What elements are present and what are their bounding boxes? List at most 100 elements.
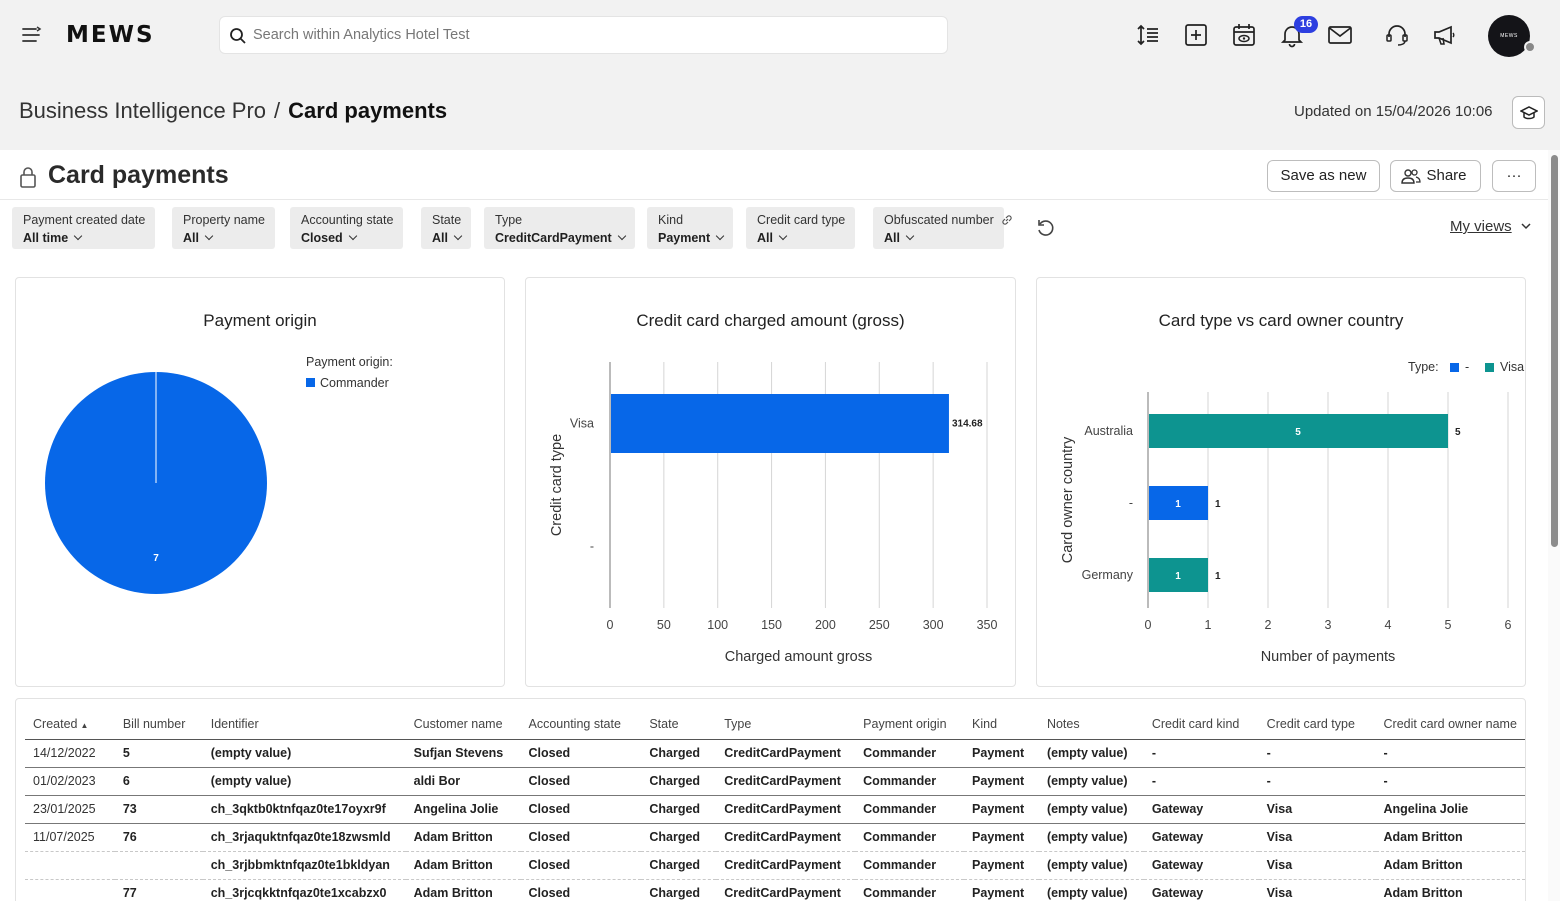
table-cell: Commander (855, 766, 965, 796)
column-header[interactable]: Created ▲ (25, 709, 115, 740)
table-cell: CreditCardPayment (716, 766, 856, 796)
table-cell: Commander (855, 739, 965, 768)
calendar-view-icon[interactable] (1231, 22, 1257, 48)
save-as-new-button[interactable]: Save as new (1267, 160, 1380, 192)
table-cell: 5 (114, 739, 203, 768)
table-cell: Closed (520, 766, 642, 796)
legend-swatch (1485, 363, 1494, 372)
filter-value: All (183, 229, 265, 247)
mail-icon[interactable] (1327, 22, 1353, 48)
more-options-button[interactable]: ··· (1492, 160, 1536, 192)
column-header[interactable]: Credit card type (1258, 709, 1376, 740)
column-header[interactable]: Payment origin (855, 709, 965, 740)
scrollbar-thumb[interactable] (1551, 155, 1558, 547)
filter-payment-created-date[interactable]: Payment created date All time (12, 207, 156, 249)
table-header-row: Created ▲ Bill number Identifier Customer na… (25, 709, 1525, 740)
report-title: Card payments (48, 161, 229, 189)
table-cell: 77 (114, 879, 203, 901)
bar-total-label: 1 (1215, 499, 1221, 510)
chart-title: Credit card charged amount (gross) (636, 311, 905, 330)
reset-filters-icon[interactable] (1036, 218, 1056, 238)
people-icon (1401, 169, 1421, 184)
top-bar: MEWS 16 MEWS (0, 0, 1560, 70)
bar-total-label: 1 (1215, 571, 1221, 582)
table-cell-created: 11/07/2025 (25, 822, 115, 852)
table-cell: (empty value) (1038, 822, 1144, 852)
add-square-icon[interactable] (1183, 22, 1209, 48)
bar-segment-label: 1 (1175, 499, 1181, 510)
filter-value: CreditCardPayment (495, 229, 625, 247)
table-cell-created: 01/02/2023 (25, 766, 115, 796)
my-views-dropdown[interactable]: My views (1450, 218, 1512, 235)
table-row[interactable]: 11/07/2025 76 ch_3rjaquktnfqaz0te18zwsmld A… (25, 822, 1525, 852)
column-header[interactable]: Identifier (202, 709, 406, 740)
table-cell: Charged (641, 851, 717, 880)
share-button[interactable]: Share (1390, 160, 1481, 192)
sort-lines-icon[interactable] (1135, 22, 1161, 48)
table-cell: Visa (1258, 822, 1376, 852)
graduation-cap-icon (1520, 106, 1538, 120)
table-cell: Payment (964, 794, 1039, 824)
x-tick-label: 4 (1385, 618, 1392, 632)
card-type-country-chart-card: Card type vs card owner country 0 1 2 3 4 5 6 A… (1036, 277, 1526, 687)
table-cell: Payment (964, 822, 1039, 852)
x-tick-label: 250 (869, 618, 890, 632)
page-scrollbar[interactable] (1548, 150, 1560, 901)
filter-label: Kind (658, 213, 684, 227)
table-cell: Gateway (1143, 822, 1259, 852)
search-input[interactable] (253, 17, 933, 53)
table-row[interactable]: 01/02/2023 6 (empty value) aldi Bor Closed Ch… (25, 766, 1525, 796)
payment-origin-pie-chart: 7 Payment origin: Commander (45, 355, 393, 594)
column-header[interactable]: Customer name (405, 709, 521, 740)
mews-logo[interactable]: MEWS (66, 22, 155, 48)
bar-dash (1149, 486, 1208, 520)
support-headset-icon[interactable] (1384, 22, 1410, 48)
legend-swatch (1450, 363, 1459, 372)
filter-state[interactable]: State All (421, 207, 472, 249)
avatar[interactable]: MEWS (1488, 15, 1530, 57)
table-row[interactable]: 14/12/2022 5 (empty value) Sufjan Stevens Cl… (25, 739, 1525, 768)
column-header[interactable]: State (641, 709, 717, 740)
sort-ascending-icon: ▲ (80, 720, 89, 730)
y-tick-label: - (1129, 496, 1133, 510)
updated-timestamp: Updated on 15/04/2026 10:06 (1294, 103, 1493, 120)
column-header[interactable]: Bill number (114, 709, 203, 740)
filter-type[interactable]: Type CreditCardPayment (484, 207, 635, 249)
x-tick-label: 0 (607, 618, 614, 632)
table-cell: Commander (855, 794, 965, 824)
legend-swatch (306, 378, 315, 387)
filter-accounting-state[interactable]: Accounting state Closed (290, 207, 404, 249)
table-cell: - (1258, 739, 1376, 768)
filter-value: Payment (658, 229, 723, 247)
bar-visa (1149, 414, 1448, 448)
filter-credit-card-type[interactable]: Credit card type All (746, 207, 856, 249)
table-row[interactable]: ch_3rjbbmktnfqaz0te1bkldyan Adam Britton C… (25, 851, 1525, 880)
filter-property-name[interactable]: Property name All (172, 207, 275, 249)
column-header[interactable]: Notes (1038, 709, 1144, 740)
filter-label: Type (495, 213, 523, 227)
learning-button[interactable] (1512, 96, 1545, 129)
column-header[interactable]: Credit card kind (1143, 709, 1259, 740)
filter-obfuscated-number[interactable]: Obfuscated number All (873, 207, 1012, 249)
card-type-country-bar-chart: 0 1 2 3 4 5 6 Australia 5 5 - 1 1 Germany 1 1 Number of … (1060, 360, 1524, 665)
column-header[interactable]: Type (716, 709, 856, 740)
table-row[interactable]: 23/01/2025 73 ch_3qktb0ktnfqaz0te17oyxr9f A… (25, 794, 1525, 824)
table-cell-created: 14/12/2022 (25, 739, 115, 768)
filter-value: All (884, 229, 994, 247)
table-cell: Visa (1258, 851, 1376, 880)
table-cell: (empty value) (1038, 794, 1144, 824)
y-axis-title: Card owner country (1060, 436, 1076, 563)
x-tick-label: 350 (977, 618, 998, 632)
column-header[interactable]: Credit card owner name (1375, 709, 1525, 740)
filter-kind[interactable]: Kind Payment (647, 207, 734, 249)
column-header[interactable]: Kind (964, 709, 1039, 740)
column-header[interactable]: Accounting state (520, 709, 642, 740)
notification-badge: 16 (1294, 16, 1318, 33)
table-cell: Angelina Jolie (1375, 794, 1525, 824)
megaphone-icon[interactable] (1432, 22, 1458, 48)
breadcrumb-parent-link[interactable]: Business Intelligence Pro (19, 98, 267, 123)
table-cell: Payment (964, 739, 1039, 768)
table-row[interactable]: 77 ch_3rjcqkktnfqaz0te1xcabzx0 Adam Britto… (25, 879, 1525, 901)
x-tick-label: 0 (1145, 618, 1152, 632)
menu-icon[interactable] (20, 24, 42, 46)
